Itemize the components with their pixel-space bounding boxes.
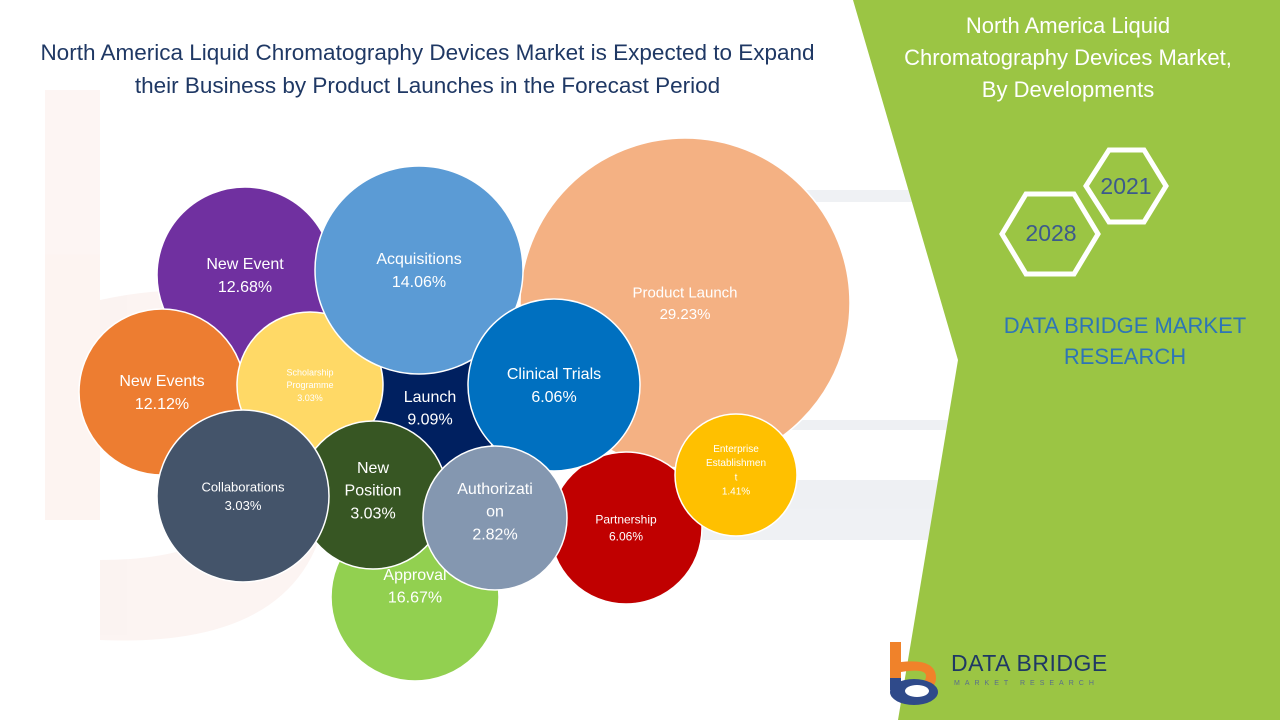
brand-text: DATA BRIDGE MARKET RESEARCH — [960, 310, 1280, 372]
brand-text-line-2: RESEARCH — [1063, 344, 1187, 369]
hexagon-outlines — [999, 147, 1169, 277]
hexagon-2028 — [999, 191, 1101, 277]
logo-tagline: MARKET RESEARCH — [954, 680, 1099, 687]
bubble-label-authorization-line-3: 2.82% — [472, 526, 517, 543]
side-title-line-1: North America Liquid — [965, 13, 1171, 38]
side-panel-title: North America Liquid Chromatography Devi… — [878, 10, 1258, 106]
hexagon-2021 — [1083, 147, 1169, 225]
logo-name: DATA BRIDGE — [951, 650, 1108, 676]
chart-title-line-2: their Business by Product Launches in th… — [134, 73, 721, 98]
bubble-label-new-position-line-3: 3.03% — [350, 505, 395, 522]
logo-mark-icon — [890, 642, 938, 705]
bubble-label-product-launch-line-2: 29.23% — [660, 306, 711, 323]
bubble-circle-clinical-trials — [467, 298, 641, 472]
bubble-circle-authorization — [422, 445, 568, 591]
bubble-circle-enterprise-establishment — [674, 413, 798, 537]
bubble-label-launch-line-1: Launch — [404, 389, 457, 406]
bubble-label-product-launch-line-1: Product Launch — [632, 285, 737, 302]
bubble-circle-acquisitions — [314, 165, 524, 375]
bubble-label-authorization-line-1: Authorizati — [457, 481, 533, 498]
chart-title-line-1: North America Liquid Chromatography Devi… — [40, 40, 815, 65]
bubble-label-collaborations-line-1: Collaborations — [201, 479, 285, 494]
year-hexagons: 2021 2028 — [990, 140, 1180, 290]
bubble-label-acquisitions-line-2: 14.06% — [392, 274, 446, 291]
bubble-label-approval-line-1: Approval — [383, 567, 446, 584]
year-2028-label: 2028 — [1025, 220, 1077, 246]
bubble-label-new-event-line-2: 12.68% — [218, 279, 272, 296]
side-title-line-3: By Developments — [981, 77, 1155, 102]
bubble-label-clinical-trials-line-1: Clinical Trials — [507, 366, 601, 383]
bubble-label-partnership-line-1: Partnership — [595, 513, 657, 527]
bubble-label-clinical-trials-line-2: 6.06% — [531, 389, 576, 406]
chart-title: North America Liquid Chromatography Devi… — [0, 36, 855, 102]
bubble-label-enterprise-establishment-line-4: 1.41% — [722, 487, 750, 498]
bubble-label-scholarship-programme-line-1: Scholarship — [286, 367, 333, 377]
bubble-enterprise-establishment: Enterprise Establishmen t 1.41% — [674, 413, 798, 537]
bubble-circle-collaborations — [156, 409, 330, 583]
bubble-label-acquisitions-line-1: Acquisitions — [376, 251, 461, 268]
bubble-label-new-events-line-2: 12.12% — [135, 396, 189, 413]
bubble-label-scholarship-programme-line-3: 3.03% — [297, 393, 323, 403]
bubble-label-authorization-line-2: on — [486, 504, 504, 521]
bubble-label-launch-line-2: 9.09% — [407, 412, 452, 429]
year-2021-label: 2021 — [1100, 173, 1152, 199]
company-logo: DATA BRIDGE MARKET RESEARCH — [884, 640, 1107, 710]
bubble-authorization: Authorizati on 2.82% — [422, 445, 568, 591]
bubble-label-approval-line-2: 16.67% — [388, 590, 442, 607]
bubble-label-new-position-line-1: New — [357, 460, 389, 477]
bubble-label-enterprise-establishment-line-1: Enterprise — [713, 444, 759, 455]
bubble-label-enterprise-establishment-line-2: Establishmen — [706, 458, 766, 469]
bubble-clinical-trials: Clinical Trials 6.06% — [467, 298, 641, 472]
bubble-label-new-position-line-2: Position — [345, 483, 402, 500]
bubble-acquisitions: Acquisitions 14.06% — [314, 165, 524, 375]
bubble-label-collaborations-line-2: 3.03% — [225, 498, 262, 513]
brand-text-line-1: DATA BRIDGE MARKET — [1003, 313, 1247, 338]
bubble-label-new-events-line-1: New Events — [119, 373, 204, 390]
bubble-collaborations: Collaborations 3.03% — [156, 409, 330, 583]
bubble-new-position: New Position 3.03% — [298, 420, 448, 570]
side-title-line-2: Chromatography Devices Market, — [904, 45, 1232, 70]
bubble-label-partnership-line-2: 6.06% — [609, 530, 643, 544]
bubble-label-enterprise-establishment-line-3: t — [735, 472, 738, 483]
bubble-label-scholarship-programme-line-2: Programme — [286, 380, 333, 390]
bubble-label-new-event-line-1: New Event — [206, 256, 284, 273]
